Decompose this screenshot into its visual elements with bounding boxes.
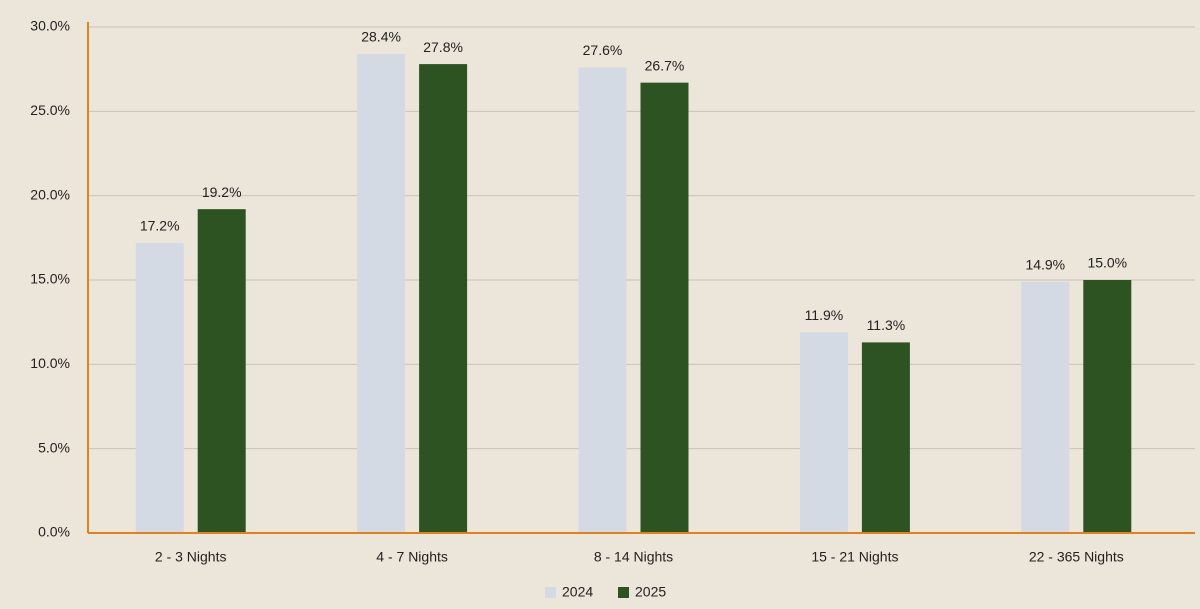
x-tick-label: 8 - 14 Nights [594,549,673,565]
y-tick-label: 15.0% [30,271,70,287]
legend-swatch [545,587,556,598]
value-label: 17.2% [140,218,180,234]
bar [578,67,627,533]
bar [799,332,848,533]
value-label: 27.6% [583,42,623,58]
legend-label: 2025 [635,584,666,600]
y-tick-label: 20.0% [30,186,70,202]
y-tick-label: 30.0% [30,18,70,34]
value-label: 19.2% [202,184,242,200]
value-label: 11.3% [867,317,906,333]
x-tick-label: 22 - 365 Nights [1029,549,1124,565]
y-tick-label: 25.0% [30,102,70,118]
bar [1021,281,1070,533]
value-label: 26.7% [645,57,685,73]
bar [197,209,246,533]
value-label: 27.8% [423,39,463,55]
x-tick-label: 15 - 21 Nights [811,549,898,565]
bar [861,342,910,533]
value-label: 15.0% [1087,255,1127,271]
value-label: 11.9% [805,307,844,323]
x-tick-label: 4 - 7 Nights [376,549,448,565]
bar [135,242,184,534]
value-label: 14.9% [1025,256,1065,272]
bar [1083,280,1132,533]
y-tick-label: 5.0% [38,439,70,455]
bar [419,64,468,534]
y-tick-label: 10.0% [30,355,70,371]
x-tick-label: 2 - 3 Nights [155,549,227,565]
bar [640,82,689,533]
legend-swatch [618,587,629,598]
value-label: 28.4% [361,29,401,45]
legend-label: 2024 [562,584,593,600]
y-tick-label: 0.0% [38,524,70,540]
bar [357,53,406,534]
